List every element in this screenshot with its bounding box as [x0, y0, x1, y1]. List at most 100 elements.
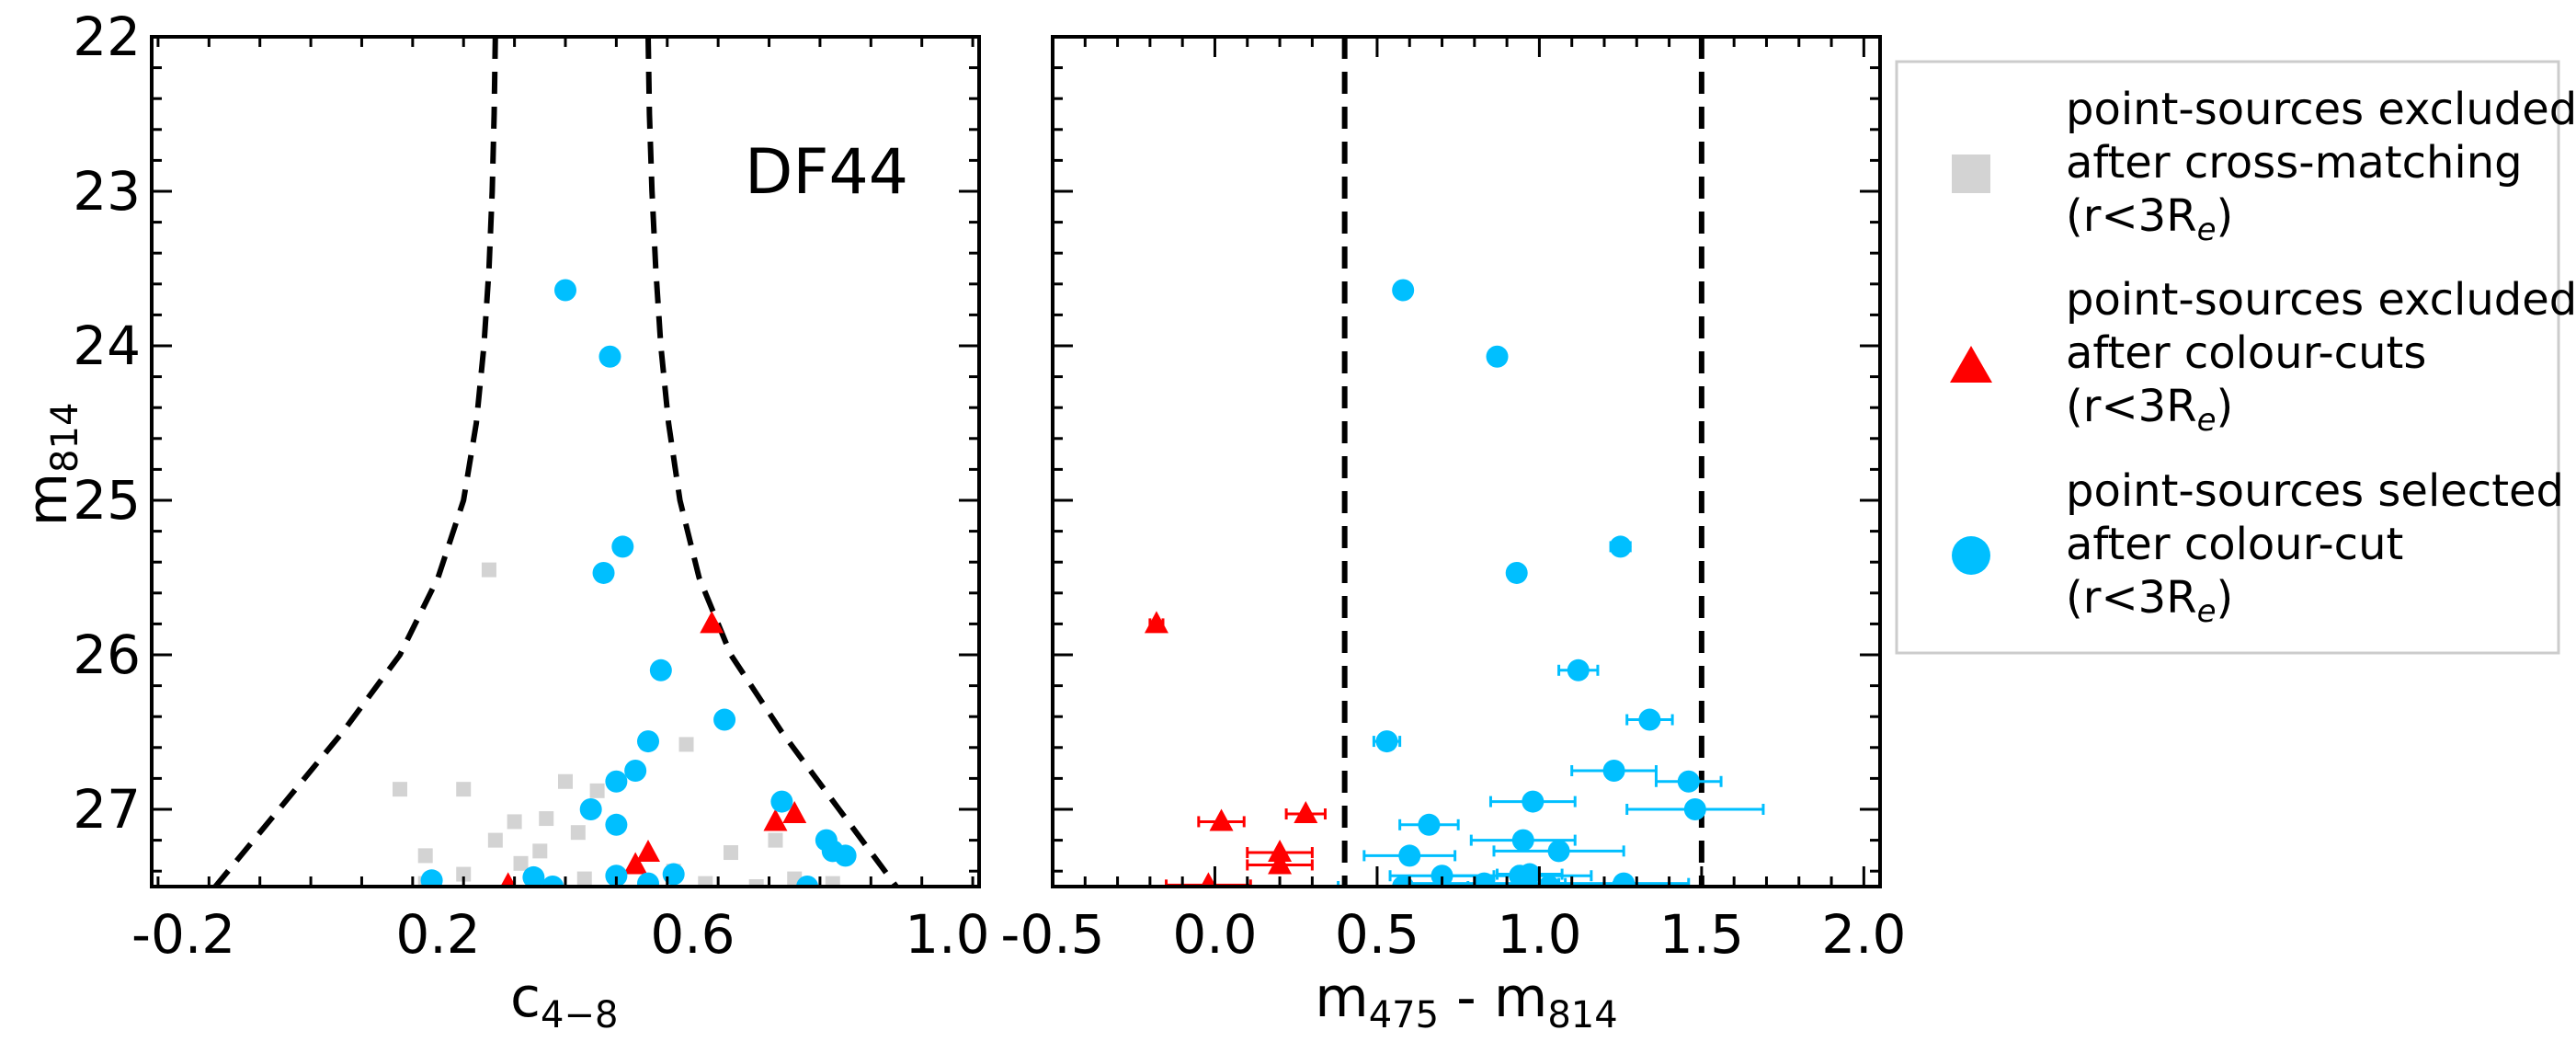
left-selected-point	[637, 872, 659, 887]
right-selected-point	[1567, 658, 1590, 681]
legend-entry-line: (r<3Re)	[2066, 572, 2233, 630]
left-excluded-crossmatch-point	[487, 832, 503, 848]
right-x-tick-label: 2.0	[1821, 903, 1906, 966]
right-plot-area	[1144, 37, 1765, 887]
left-selected-point	[554, 279, 576, 302]
legend-circle-marker	[1952, 536, 1990, 575]
right-selected-point	[1473, 872, 1496, 887]
left-plot-area	[212, 37, 899, 887]
left-y-tick-label: 27	[73, 778, 141, 841]
left-boundary-curve-1	[645, 37, 899, 887]
left-excluded-crossmatch-point	[456, 782, 472, 797]
left-data-layer	[212, 37, 899, 887]
right-selected-point	[1392, 279, 1415, 302]
right-selected-point	[1677, 770, 1700, 793]
left-boundary-curve-0	[212, 37, 498, 887]
left-selected-point	[611, 535, 634, 558]
right-excluded-colour-point	[1144, 611, 1168, 634]
left-excluded-crossmatch-point	[507, 814, 522, 830]
left-excluded-colour-point	[500, 872, 517, 887]
right-excluded-colour-point	[1268, 852, 1293, 875]
right-excluded-colour-point	[1268, 840, 1293, 863]
left-excluded-colour-point	[623, 852, 648, 875]
legend-triangle-marker	[1950, 346, 1992, 383]
right-x-tick-label: 0.5	[1335, 903, 1419, 966]
left-excluded-crossmatch-point	[417, 848, 433, 864]
right-selected-point	[1505, 561, 1528, 584]
left-selected-point	[605, 770, 628, 793]
left-y-tick-label: 25	[73, 469, 141, 532]
y-axis-label: m814	[16, 403, 86, 527]
left-excluded-crossmatch-point	[678, 737, 694, 752]
left-selected-point	[598, 345, 621, 368]
right-selected-point	[1638, 708, 1661, 731]
left-y-tick-label: 24	[73, 315, 141, 377]
right-excluded-colour-point	[1209, 808, 1234, 831]
left-excluded-crossmatch-point	[481, 562, 496, 578]
right-selected-point	[1547, 840, 1570, 863]
left-selected-point	[770, 790, 793, 813]
left-selected-point	[834, 844, 857, 867]
right-selected-point	[1375, 730, 1398, 753]
left-selected-point	[541, 876, 564, 887]
right-panel-frame	[1051, 35, 1882, 888]
left-x-tick-label: 1.0	[905, 903, 989, 966]
right-x-axis-label: m475 - m814	[1315, 966, 1617, 1036]
left-excluded-crossmatch-point	[748, 879, 764, 887]
left-excluded-crossmatch-point	[532, 843, 548, 859]
left-x-tick-label: 0.2	[395, 903, 480, 966]
legend-entry-line: point-sources excluded	[2066, 84, 2576, 135]
left-selected-point	[624, 760, 647, 782]
legend-entry-line: after cross-matching	[2066, 137, 2523, 189]
right-axis-ticks: -0.5 0.0 0.5 1.0 1.5 2.0	[1000, 35, 1906, 966]
left-excluded-crossmatch-point	[768, 832, 783, 848]
legend-entry-selected: point-sources selected after colour-cut …	[1952, 465, 2564, 630]
legend-entry-line: (r<3Re)	[2066, 190, 2233, 248]
legend-entry-line: (r<3Re)	[2066, 381, 2233, 439]
right-excluded-colour-point	[1294, 801, 1318, 824]
left-excluded-crossmatch-point	[825, 876, 840, 887]
right-selected-point	[1522, 790, 1544, 813]
left-y-tick-label: 22	[73, 6, 141, 68]
right-excluded-colour-point	[1200, 872, 1216, 887]
left-selected-point	[605, 813, 628, 836]
left-panel: -0.2 0.2 0.6 1.0 22 23 24 25 26 27 DF44 c4−8 m814	[16, 6, 990, 1036]
legend-box	[1895, 60, 2560, 655]
left-excluded-crossmatch-point	[393, 782, 407, 797]
left-axis-ticks: -0.2 0.2 0.6 1.0 22 23 24 25 26 27	[73, 6, 989, 966]
left-excluded-colour-point	[700, 611, 724, 634]
right-selected-point	[1418, 813, 1441, 836]
right-selected-point	[1538, 876, 1560, 887]
right-x-tick-label: -0.5	[1000, 903, 1104, 966]
left-selected-point	[649, 658, 672, 681]
legend-entry-cross-matching: point-sources excluded after cross-match…	[1952, 84, 2576, 248]
right-panel: -0.5 0.0 0.5 1.0 1.5 2.0 m475 - m814	[1000, 35, 1906, 1036]
legend-entry-line: after colour-cut	[2066, 519, 2403, 570]
left-selected-point	[420, 869, 443, 887]
left-selected-point	[522, 865, 545, 887]
left-selected-point	[796, 876, 819, 887]
right-selected-point	[1511, 829, 1534, 852]
left-annotation: DF44	[745, 136, 908, 209]
right-selected-point	[1518, 863, 1541, 886]
left-x-tick-label: -0.2	[131, 903, 235, 966]
legend-square-marker	[1952, 155, 1990, 193]
left-excluded-crossmatch-point	[456, 866, 472, 882]
left-excluded-crossmatch-point	[513, 855, 529, 871]
legend-entry-colour-cuts-excluded: point-sources excluded after colour-cuts…	[1950, 274, 2576, 439]
right-selected-point	[1683, 798, 1706, 820]
legend-entry-line: point-sources excluded	[2066, 274, 2576, 326]
right-x-tick-label: 1.0	[1497, 903, 1581, 966]
left-selected-point	[713, 708, 736, 731]
left-y-tick-label: 23	[73, 160, 141, 223]
right-selected-point	[1613, 872, 1636, 887]
left-selected-point	[637, 730, 659, 753]
right-x-tick-label: 0.0	[1172, 903, 1257, 966]
left-excluded-crossmatch-point	[589, 783, 605, 798]
left-excluded-crossmatch-point	[570, 825, 586, 841]
left-excluded-colour-point	[636, 840, 660, 863]
left-excluded-colour-point	[763, 808, 788, 831]
right-selected-point	[1398, 844, 1421, 867]
